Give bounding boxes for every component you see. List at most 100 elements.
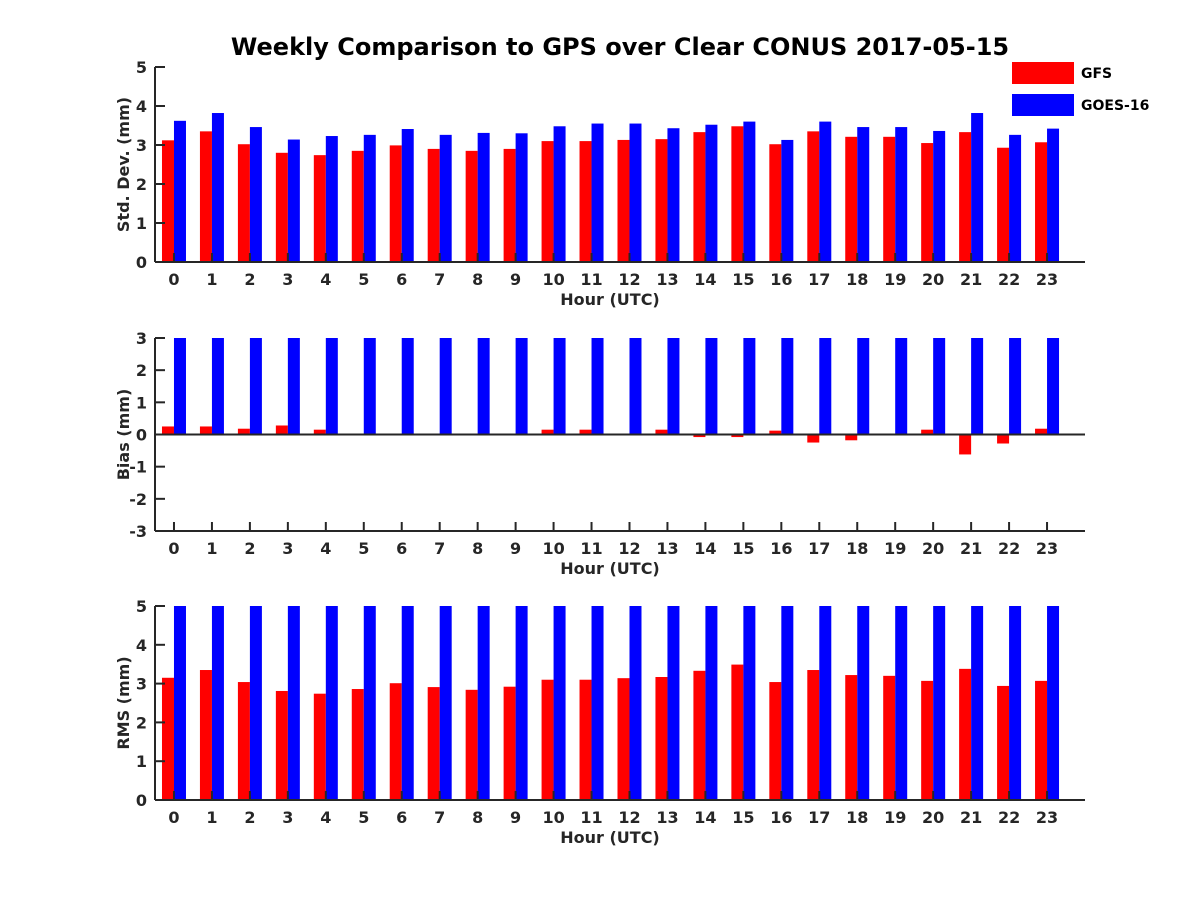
goes16-bar-0 [173, 120, 186, 262]
goes16-bar-15 [743, 606, 756, 800]
y-tick-label: 0 [136, 791, 147, 810]
x-tick-label: 14 [694, 539, 716, 558]
x-tick-label: 11 [580, 808, 602, 827]
gfs-bar-4 [313, 429, 326, 435]
gfs-bar-23 [1035, 428, 1048, 435]
goes16-bar-19 [895, 338, 908, 435]
goes16-bar-12 [629, 606, 642, 800]
x-tick-label: 16 [770, 270, 792, 289]
x-tick-label: 8 [472, 270, 483, 289]
x-tick-label: 21 [960, 539, 982, 558]
gfs-bar-23 [1035, 142, 1048, 262]
x-tick-label: 2 [244, 808, 255, 827]
x-tick-label: 0 [168, 808, 179, 827]
y-tick-label: 4 [136, 97, 147, 116]
goes16-bar-0 [173, 606, 186, 800]
x-tick-label: 18 [846, 808, 868, 827]
gfs-bar-7 [427, 687, 440, 800]
gfs-bar-22 [997, 147, 1010, 262]
gfs-bar-11 [579, 141, 592, 262]
goes16-bar-12 [629, 123, 642, 262]
goes16-bar-0 [173, 338, 186, 435]
goes16-bar-21 [971, 338, 984, 435]
goes16-bar-20 [933, 606, 946, 800]
y-tick-label: 1 [136, 393, 147, 412]
x-tick-label: 1 [206, 808, 217, 827]
x-tick-label: 9 [510, 270, 521, 289]
gfs-bar-23 [1035, 680, 1048, 800]
gfs-bar-1 [199, 131, 212, 262]
x-tick-label: 12 [618, 539, 640, 558]
gfs-bar-6 [389, 683, 402, 800]
goes16-bar-13 [667, 128, 680, 262]
x-tick-label: 18 [846, 539, 868, 558]
x-tick-label: 13 [656, 270, 678, 289]
goes16-bar-22 [1009, 606, 1022, 800]
gfs-bar-7 [427, 148, 440, 262]
x-axis-label: Hour (UTC) [560, 828, 660, 847]
gfs-bar-1 [199, 426, 212, 435]
y-tick-label: 1 [136, 214, 147, 233]
x-tick-label: 10 [542, 808, 564, 827]
x-tick-label: 19 [884, 539, 906, 558]
gfs-bar-18 [845, 675, 858, 800]
goes16-bar-15 [743, 121, 756, 262]
x-tick-label: 18 [846, 270, 868, 289]
x-tick-label: 22 [998, 808, 1020, 827]
x-tick-label: 4 [320, 808, 331, 827]
x-axis-label: Hour (UTC) [560, 290, 660, 309]
gfs-bar-0 [161, 677, 174, 800]
y-tick-label: 3 [136, 329, 147, 348]
x-tick-label: 6 [396, 808, 407, 827]
x-tick-label: 5 [358, 270, 369, 289]
goes16-bar-8 [477, 606, 490, 800]
gfs-bar-14 [693, 132, 706, 262]
goes16-bar-5 [363, 134, 376, 262]
y-tick-label: 0 [136, 253, 147, 272]
y-axis-label: Std. Dev. (mm) [114, 97, 133, 232]
goes16-bar-5 [363, 606, 376, 800]
y-tick-label: -1 [129, 458, 147, 477]
gfs-bar-19 [883, 136, 896, 262]
x-tick-label: 21 [960, 270, 982, 289]
x-tick-label: 2 [244, 270, 255, 289]
y-tick-label: 2 [136, 175, 147, 194]
gfs-bar-3 [275, 690, 288, 800]
gfs-bar-12 [617, 139, 630, 262]
x-tick-label: 22 [998, 270, 1020, 289]
goes16-bar-11 [591, 123, 604, 262]
x-tick-label: 16 [770, 539, 792, 558]
x-tick-label: 15 [732, 808, 754, 827]
x-tick-label: 3 [282, 808, 293, 827]
gfs-bar-8 [465, 150, 478, 262]
goes16-bar-22 [1009, 338, 1022, 435]
y-axis-label: RMS (mm) [114, 656, 133, 749]
goes16-bar-7 [439, 134, 452, 262]
x-tick-label: 19 [884, 270, 906, 289]
goes16-bar-2 [249, 127, 262, 262]
x-tick-label: 20 [922, 270, 944, 289]
x-tick-label: 16 [770, 808, 792, 827]
goes16-bar-10 [553, 606, 566, 800]
gfs-bar-19 [883, 675, 896, 800]
gfs-bar-21 [959, 132, 972, 262]
x-tick-label: 0 [168, 539, 179, 558]
legend-label: GOES-16 [1081, 98, 1149, 114]
gfs-bar-4 [313, 155, 326, 262]
goes16-bar-11 [591, 338, 604, 435]
goes16-bar-16 [781, 606, 794, 800]
x-tick-label: 13 [656, 539, 678, 558]
gfs-bar-17 [807, 131, 820, 262]
goes16-bar-6 [401, 606, 414, 800]
gfs-bar-16 [769, 144, 782, 262]
x-tick-label: 8 [472, 808, 483, 827]
gfs-bar-6 [389, 145, 402, 262]
goes16-bar-23 [1047, 606, 1060, 800]
x-tick-label: 14 [694, 270, 716, 289]
goes16-bar-5 [363, 338, 376, 435]
gfs-bar-15 [731, 434, 744, 438]
goes16-bar-1 [211, 113, 224, 263]
